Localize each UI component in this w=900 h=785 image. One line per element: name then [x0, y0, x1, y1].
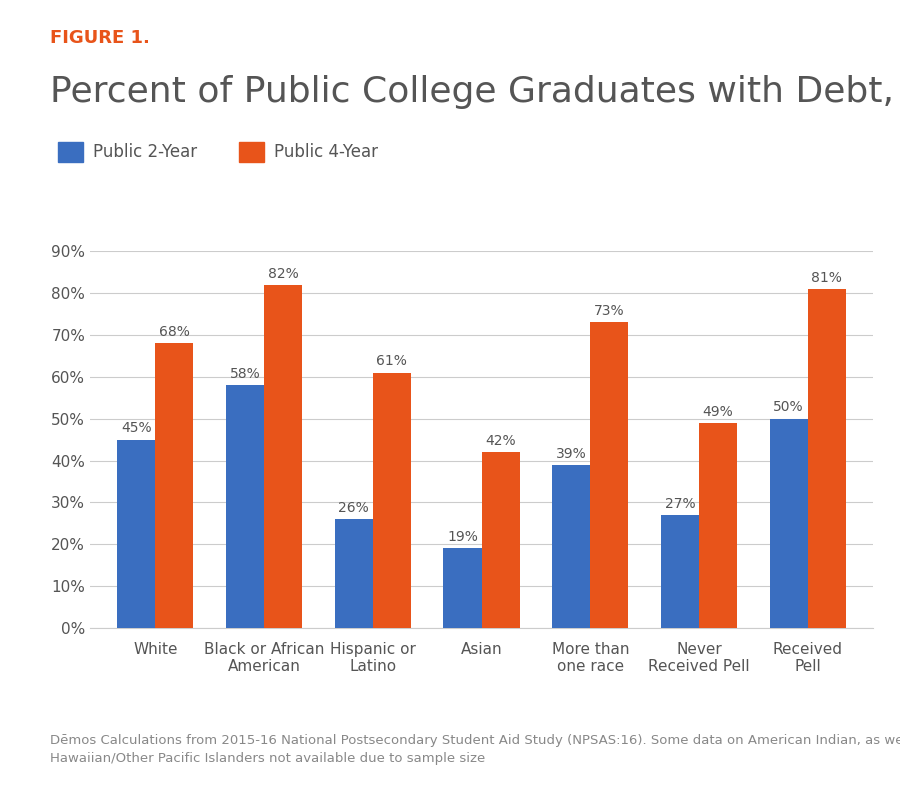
Text: Percent of Public College Graduates with Debt, 2016: Percent of Public College Graduates with…	[50, 75, 900, 109]
Text: 19%: 19%	[447, 530, 478, 544]
Text: Dēmos Calculations from 2015-16 National Postsecondary Student Aid Study (NPSAS:: Dēmos Calculations from 2015-16 National…	[50, 735, 900, 765]
Text: 82%: 82%	[267, 266, 299, 280]
Bar	[770, 418, 808, 628]
Text: 50%: 50%	[773, 400, 804, 414]
Text: 26%: 26%	[338, 501, 369, 515]
Text: FIGURE 1.: FIGURE 1.	[50, 29, 149, 47]
Bar	[335, 519, 373, 628]
Text: 68%: 68%	[158, 325, 190, 339]
Bar	[117, 440, 155, 628]
Bar	[155, 343, 194, 628]
Text: 45%: 45%	[121, 422, 151, 436]
Text: 73%: 73%	[594, 304, 625, 318]
Bar	[482, 452, 519, 628]
Bar	[661, 515, 699, 628]
Bar	[808, 289, 846, 628]
Legend: Public 2-Year, Public 4-Year: Public 2-Year, Public 4-Year	[58, 142, 378, 162]
Bar	[699, 423, 737, 628]
Text: 58%: 58%	[230, 367, 260, 381]
Text: 81%: 81%	[811, 271, 842, 285]
Bar	[226, 385, 264, 628]
Text: 49%: 49%	[703, 404, 733, 418]
Text: 42%: 42%	[485, 434, 516, 448]
Bar	[553, 465, 590, 628]
Text: 27%: 27%	[665, 497, 696, 511]
Bar	[373, 373, 410, 628]
Text: 61%: 61%	[376, 354, 407, 368]
Bar	[444, 549, 482, 628]
Text: 39%: 39%	[556, 447, 587, 461]
Bar	[264, 285, 302, 628]
Bar	[590, 323, 628, 628]
